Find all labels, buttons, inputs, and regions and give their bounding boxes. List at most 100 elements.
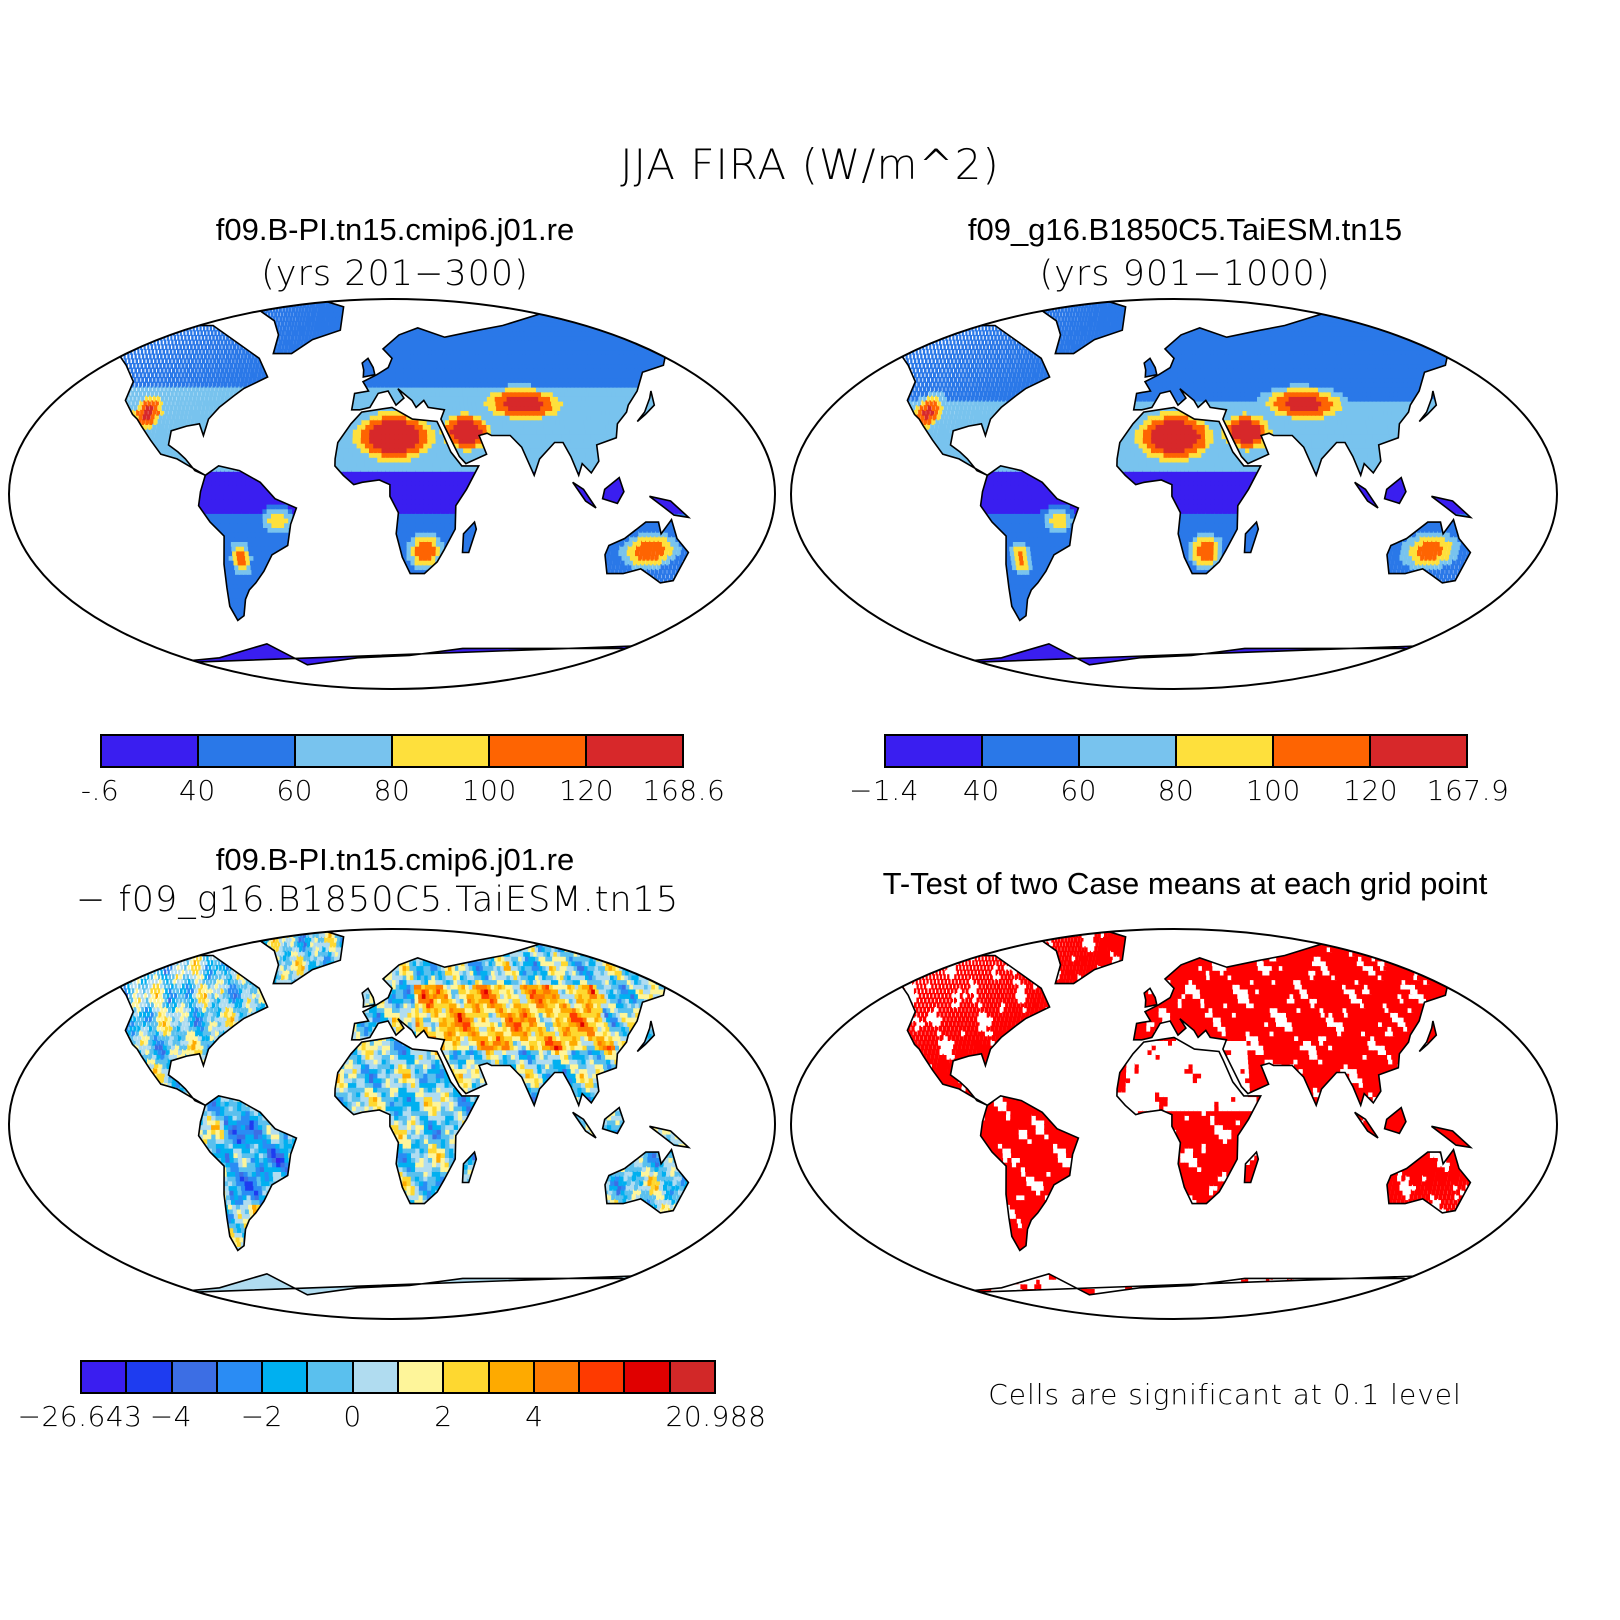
colorbar-diff-swatch <box>127 1362 173 1392</box>
land-namerica <box>75 325 268 476</box>
coastline-africa <box>334 1036 481 1205</box>
coastline-samerica <box>979 465 1080 622</box>
coastline-madagascar <box>1243 520 1260 554</box>
map-border <box>790 298 1558 690</box>
colorbar-diff-tick-label: 2 <box>434 1400 452 1433</box>
colorbar-case2-tick-label: 120 <box>1343 774 1398 807</box>
colorbar-case2-swatch <box>1080 736 1177 766</box>
coastline-madagascar <box>461 520 478 554</box>
land-namerica <box>857 955 1050 1106</box>
coastline-sumatra <box>572 1111 597 1139</box>
colorbar-case1-swatch <box>393 736 490 766</box>
coastline-uk <box>361 987 376 1008</box>
colorbar-diff-swatch <box>398 1362 445 1392</box>
coastline-borneo <box>601 476 625 505</box>
colorbar-diff-tick-label: −26.643 <box>18 1400 143 1433</box>
colorbar-diff-tick-label: 0 <box>343 1400 361 1433</box>
land-namerica <box>75 955 268 1106</box>
colorbar-diff-tick-label: 20.988 <box>666 1400 767 1433</box>
coastline-madagascar <box>461 1150 478 1184</box>
colorbar-case2-tick-label: 100 <box>1246 774 1301 807</box>
coastline-japan <box>1418 390 1438 423</box>
colorbar-case2-tick-label: −1.4 <box>849 774 919 807</box>
colorbar-diff-swatch <box>308 1362 354 1392</box>
coastline-sumatra <box>1354 1111 1379 1139</box>
colorbar-case1-swatch <box>199 736 296 766</box>
colorbar-case2-tick-label: 167.9 <box>1427 774 1510 807</box>
colorbar-diff-swatch <box>534 1362 581 1392</box>
colorbar-case1-swatch <box>296 736 393 766</box>
map-border <box>8 928 776 1320</box>
map-case2 <box>790 298 1558 690</box>
coastline-antarctica <box>903 642 1480 689</box>
coastline-madagascar <box>1243 1150 1260 1184</box>
colorbar-diff-swatch <box>82 1362 128 1392</box>
colorbar-case2-swatch <box>886 736 983 766</box>
coastline-uk <box>361 357 376 378</box>
coastline-newguinea <box>1431 495 1474 519</box>
coastline-antarctica <box>903 1272 1480 1319</box>
colorbar-case1-swatch <box>587 736 682 766</box>
case1-name: f09.B-PI.tn15.cmip6.j01.re <box>60 212 730 248</box>
colorbar-case2-swatch <box>983 736 1080 766</box>
coastline-namerica <box>857 954 1051 1107</box>
coastline-eurasia <box>350 942 691 1108</box>
land-samerica <box>980 1095 1079 1251</box>
land-samerica <box>198 1095 297 1251</box>
coastline-borneo <box>1383 476 1407 505</box>
colorbar-diff-swatch <box>353 1362 399 1392</box>
colorbar-case2 <box>884 734 1468 768</box>
coastline-eurasia <box>1132 312 1473 478</box>
coastline-africa <box>1116 1036 1263 1205</box>
main-title: JJA FIRA (W/m^2) <box>0 140 1620 189</box>
land-greenland <box>1043 299 1126 354</box>
diff-line2: − f09_g16.B1850C5.TaiESM.tn15 <box>76 880 776 920</box>
coastline-sumatra <box>1354 481 1379 509</box>
coastline-samerica <box>197 1095 298 1252</box>
colorbar-case1-tick-label: 100 <box>462 774 517 807</box>
coastline-australia <box>1386 1147 1472 1214</box>
coastline-australia <box>1386 517 1472 584</box>
coastline-australia <box>604 1147 690 1214</box>
coastline-japan <box>636 1020 656 1053</box>
colorbar-diff-swatch <box>580 1362 626 1392</box>
land-samerica <box>198 465 297 621</box>
colorbar-case2-swatch <box>1371 736 1466 766</box>
map-case1 <box>8 298 776 690</box>
colorbar-case2-tick-label: 80 <box>1158 774 1195 807</box>
colorbar-case1-tick-label: 168.6 <box>643 774 726 807</box>
colorbar-diff-tick-label: 4 <box>525 1400 543 1433</box>
coastline-japan <box>636 390 656 423</box>
colorbar-case2-tick-label: 40 <box>963 774 1000 807</box>
case1-years: (yrs 201−300) <box>60 254 730 294</box>
colorbar-diff <box>80 1360 716 1394</box>
coastline-antarctica <box>121 642 698 689</box>
colorbar-diff-tick-label: −4 <box>150 1400 192 1433</box>
coastline-sumatra <box>572 481 597 509</box>
case2-years: (yrs 901−1000) <box>850 254 1520 294</box>
colorbar-case1 <box>100 734 684 768</box>
colorbar-case1-swatch <box>490 736 587 766</box>
coastline-newguinea <box>1431 1125 1474 1149</box>
colorbar-case1-tick-label: 60 <box>276 774 313 807</box>
colorbar-diff-swatch <box>444 1362 490 1392</box>
coastline-africa <box>334 406 481 575</box>
colorbar-case2-tick-label: 60 <box>1060 774 1097 807</box>
coastline-newguinea <box>649 1125 692 1149</box>
land-namerica <box>857 325 1050 476</box>
diff-line1: f09.B-PI.tn15.cmip6.j01.re <box>60 842 730 878</box>
map-border <box>8 298 776 690</box>
colorbar-case2-swatch <box>1177 736 1274 766</box>
coastline-newguinea <box>649 495 692 519</box>
map-diff <box>8 928 776 1320</box>
coastline-samerica <box>979 1095 1080 1252</box>
coastline-uk <box>1143 357 1158 378</box>
colorbar-case1-tick-label: 80 <box>374 774 411 807</box>
colorbar-case1-tick-label: 120 <box>559 774 614 807</box>
coastline-samerica <box>197 465 298 622</box>
land-samerica <box>980 465 1079 621</box>
coastline-antarctica <box>121 1272 698 1319</box>
colorbar-diff-swatch <box>172 1362 218 1392</box>
coastline-borneo <box>601 1106 625 1135</box>
colorbar-diff-swatch <box>489 1362 535 1392</box>
